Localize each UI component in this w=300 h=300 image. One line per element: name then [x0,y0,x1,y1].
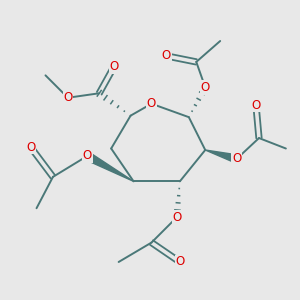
Text: O: O [175,256,184,268]
Text: O: O [26,140,35,154]
Text: O: O [251,99,261,112]
Text: O: O [232,152,241,166]
Text: O: O [63,91,73,104]
Text: O: O [83,149,92,163]
Text: O: O [172,211,182,224]
Text: O: O [201,81,210,94]
Text: O: O [162,50,171,62]
Text: O: O [110,60,119,73]
Polygon shape [85,152,134,182]
Text: O: O [147,97,156,110]
Polygon shape [205,150,238,163]
